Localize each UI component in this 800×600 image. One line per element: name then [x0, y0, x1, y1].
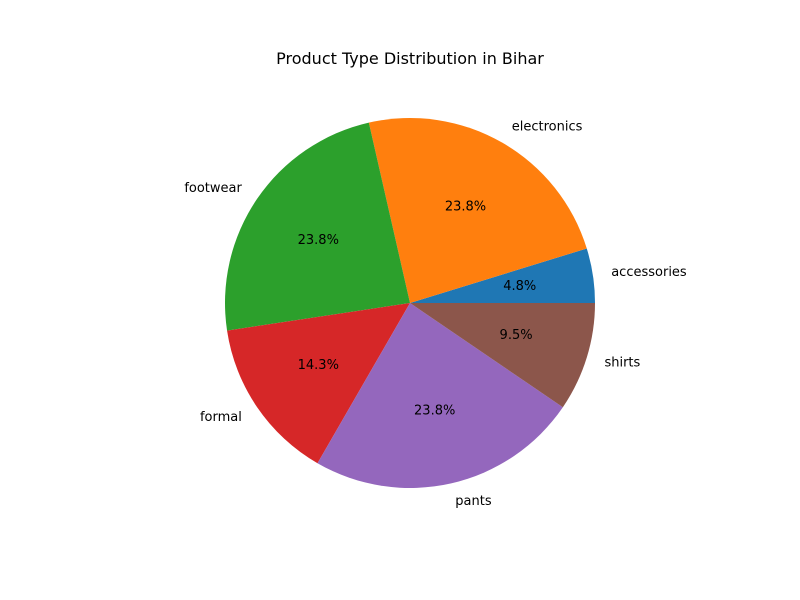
pie-slice-shirts — [410, 303, 595, 408]
pie-slice-accessories — [410, 248, 595, 303]
percent-label-footwear: 23.8% — [298, 233, 339, 248]
slice-label-formal: formal — [200, 410, 242, 425]
slice-label-footwear: footwear — [184, 181, 242, 196]
percent-label-shirts: 9.5% — [500, 328, 533, 343]
percent-label-electronics: 23.8% — [445, 199, 486, 214]
pie-slice-pants — [317, 303, 563, 488]
chart-title: Product Type Distribution in Bihar — [276, 49, 544, 68]
slice-label-pants: pants — [455, 494, 492, 509]
percent-label-pants: 23.8% — [414, 404, 455, 419]
pie-slices — [225, 117, 595, 488]
slice-label-electronics: electronics — [512, 119, 583, 134]
slice-label-accessories: accessories — [611, 265, 687, 280]
pie-slice-electronics — [368, 117, 587, 303]
pie-labels: accessories 4.8% electronics 23.8% footwear 2… — [184, 119, 687, 509]
percent-label-formal: 14.3% — [298, 358, 339, 373]
pie-slice-footwear — [225, 122, 410, 331]
pie-slice-formal — [227, 303, 410, 464]
percent-label-accessories: 4.8% — [503, 279, 536, 294]
slice-label-shirts: shirts — [604, 355, 640, 370]
